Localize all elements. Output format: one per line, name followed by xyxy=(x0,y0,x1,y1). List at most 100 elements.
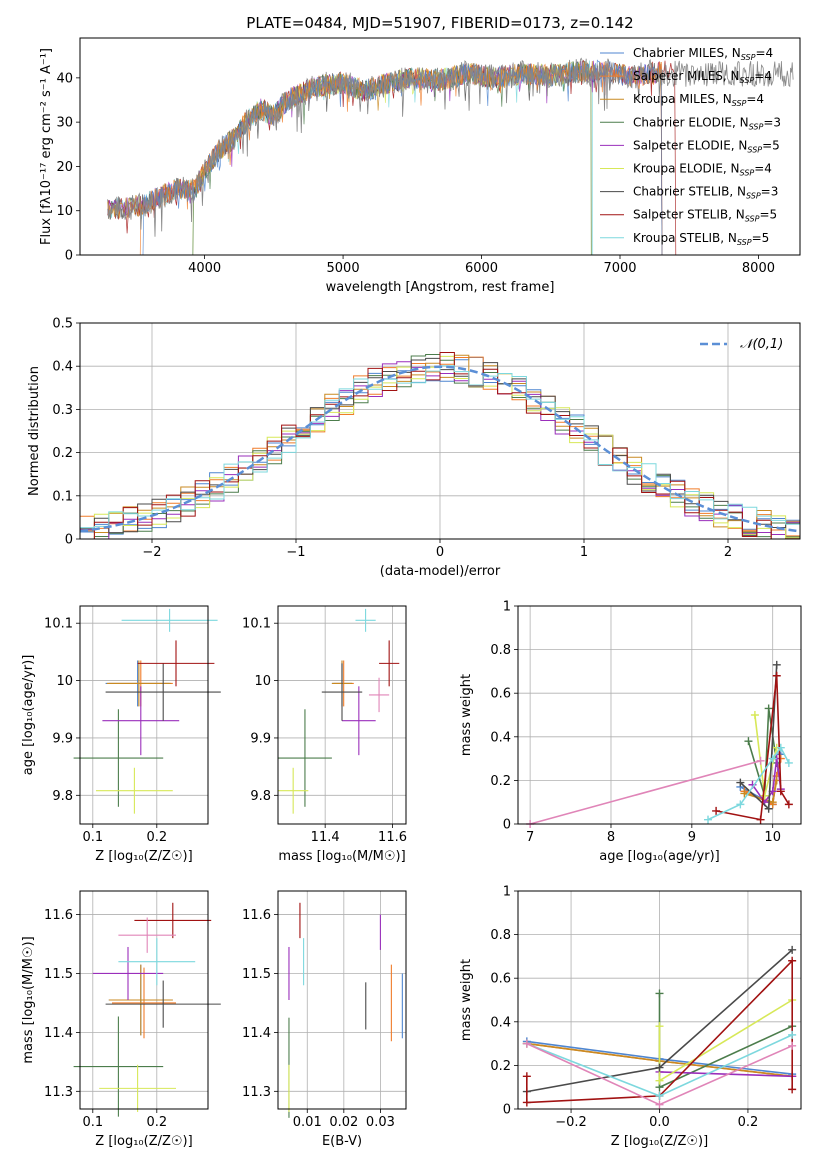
errorbar-point xyxy=(112,967,176,1039)
weight-marker xyxy=(736,778,745,787)
legend-nssp-prefix: , N xyxy=(732,115,749,129)
weight-marker xyxy=(655,1100,664,1109)
legend-label: Salpeter MILES, NSSP=4 xyxy=(633,69,772,85)
y-tick-label: 9.9 xyxy=(250,731,271,746)
legend-nssp-value: =4 xyxy=(755,46,773,60)
x-axis-label: mass [log₁₀(M/M☉)] xyxy=(278,849,405,864)
weight-marker xyxy=(744,737,753,746)
legend-nssp-subscript: SSP xyxy=(747,145,762,154)
y-tick-label: 10.1 xyxy=(44,617,73,632)
y-tick-label: 0.8 xyxy=(490,643,511,658)
weight-marker xyxy=(655,1063,664,1072)
errorbar-point xyxy=(355,608,376,632)
y-tick-label: 1 xyxy=(503,885,511,900)
errorbar-point xyxy=(137,640,215,687)
weight-marker xyxy=(784,758,793,767)
x-axis-label: Z [log₁₀(Z/Z☉)] xyxy=(611,1134,708,1149)
y-tick-label: 11.3 xyxy=(242,1085,271,1100)
axes-frame xyxy=(79,605,209,825)
axes-frame xyxy=(79,37,801,256)
y-tick-label: 9.8 xyxy=(52,789,73,804)
plot-area xyxy=(73,608,221,814)
y-axis-label: mass weight xyxy=(459,674,474,756)
y-tick-label: 0 xyxy=(503,818,511,833)
legend-model-name: Salpeter STELIB xyxy=(633,208,728,222)
y-tick-label: 0.6 xyxy=(490,972,511,987)
x-tick-label: 0.02 xyxy=(329,1115,358,1130)
legend-nssp-subscript: SSP xyxy=(746,192,761,201)
legend-model-name: Chabrier STELIB xyxy=(633,185,729,199)
errorbar-point xyxy=(118,917,176,953)
weight-series-9 xyxy=(529,760,761,825)
legend-nssp-subscript: SSP xyxy=(740,169,755,178)
legend-nssp-subscript: SSP xyxy=(737,238,752,247)
y-tick-label: 40 xyxy=(56,71,73,86)
y-tick-label: 0.6 xyxy=(490,687,511,702)
x-axis-label: Z [log₁₀(Z/Z☉)] xyxy=(95,1134,192,1149)
x-axis-label: E(B-V) xyxy=(322,1134,362,1149)
weight-marker xyxy=(760,791,769,800)
weight-marker xyxy=(784,800,793,809)
x-tick-label: 5000 xyxy=(327,261,360,276)
legend-nssp-prefix: , N xyxy=(720,231,737,245)
legend-nssp-value: =3 xyxy=(761,185,779,199)
errorbar-point xyxy=(118,938,196,986)
legend-nssp-subscript: SSP xyxy=(740,76,755,85)
chart-spectrum: 4000 5000 6000 7000 8000 0 10 20 30 40 wavelength … xyxy=(39,37,801,295)
errorbar-point xyxy=(105,663,221,721)
x-axis-label: age [log₁₀(age/yr)] xyxy=(599,849,720,864)
y-tick-label: 10.1 xyxy=(242,617,271,632)
weight-marker xyxy=(788,945,797,954)
observed-spectrum xyxy=(107,57,794,237)
x-tick-label: 7000 xyxy=(603,261,636,276)
y-tick-label: 0.2 xyxy=(490,774,511,789)
weight-marker xyxy=(772,671,781,680)
x-axis-label: wavelength [Angstrom, rest frame] xyxy=(326,280,555,295)
x-tick-label: −1 xyxy=(286,545,305,560)
legend-label: Kroupa MILES, NSSP=4 xyxy=(633,92,764,108)
y-tick-label: 0.5 xyxy=(52,317,73,332)
x-tick-label: 2 xyxy=(724,545,732,560)
x-tick-label: 0.01 xyxy=(293,1115,322,1130)
legend-label: Salpeter STELIB, NSSP=5 xyxy=(633,208,777,224)
legend-nssp-prefix: , N xyxy=(723,162,740,176)
weight-marker xyxy=(655,989,664,998)
y-tick-label: 10 xyxy=(56,674,73,689)
legend-nssp-value: =5 xyxy=(759,208,777,222)
legend-model-name: Salpeter ELODIE xyxy=(633,138,731,152)
chart-residuals: −2 −1 0 1 2 0 0.1 0.2 0.3 0.4 0.5 (data-model)/erro… xyxy=(27,317,801,579)
plot-area xyxy=(107,57,794,256)
chart-age_vs_mass: 11.4 11.6 9.8 9.9 10 10.1 mass [log₁₀(M/M☉)] xyxy=(242,605,407,864)
errorbar-point xyxy=(73,1016,164,1117)
weight-marker xyxy=(776,743,785,752)
y-tick-label: 10 xyxy=(56,204,73,219)
axes-frame xyxy=(79,322,801,540)
x-tick-label: 11.6 xyxy=(378,830,407,845)
x-tick-label: 10 xyxy=(764,830,781,845)
x-axis-label: Z [log₁₀(Z/Z☉)] xyxy=(95,849,192,864)
figure-title: PLATE=0484, MJD=51907, FIBERID=0173, z=0… xyxy=(246,14,633,32)
legend-nssp-prefix: , N xyxy=(729,185,746,199)
weight-marker xyxy=(655,1076,664,1085)
chart-weight_vs_Z: −0.2 0.0 0.2 0 0.2 0.4 0.6 0.8 1 Z [log₁₀(Z/Z☉)] m… xyxy=(459,885,802,1149)
y-tick-label: 0.2 xyxy=(52,446,73,461)
weight-marker xyxy=(522,1098,531,1107)
y-tick-label: 11.4 xyxy=(242,1026,271,1041)
legend-nssp-prefix: , N xyxy=(728,208,745,222)
weight-marker xyxy=(788,1041,797,1050)
legend-label: 𝒩(0,1) xyxy=(740,337,783,352)
y-tick-label: 1 xyxy=(503,600,511,615)
y-tick-label: 30 xyxy=(56,116,73,131)
x-axis-label: (data-model)/error xyxy=(380,564,501,579)
errorbar-point xyxy=(108,964,173,1036)
legend-label: Kroupa STELIB, NSSP=5 xyxy=(633,231,769,247)
x-tick-label: 4000 xyxy=(188,261,221,276)
y-tick-label: 11.6 xyxy=(44,908,73,923)
weight-marker xyxy=(522,1039,531,1048)
legend-model-name: Kroupa STELIB xyxy=(633,231,720,245)
x-tick-label: 6000 xyxy=(465,261,498,276)
legend-nssp-subscript: SSP xyxy=(749,122,764,131)
legend-model-name: Chabrier MILES xyxy=(633,46,724,60)
legend-nssp-subscript: SSP xyxy=(741,53,756,62)
